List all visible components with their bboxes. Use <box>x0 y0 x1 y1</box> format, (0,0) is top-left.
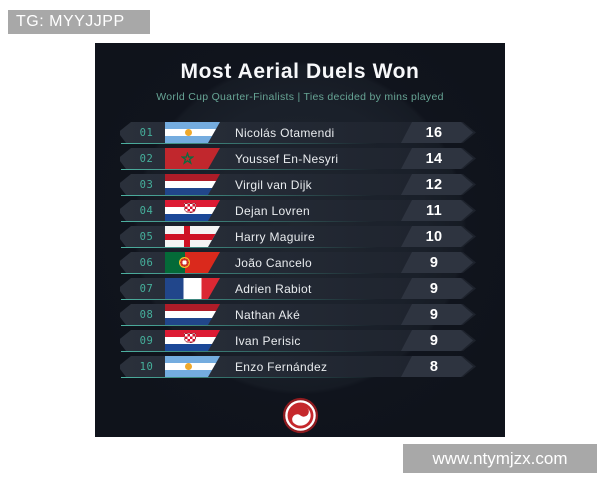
table-row: 05 Harry Maguire 10 <box>120 226 476 248</box>
rank-number: 01 <box>139 126 154 139</box>
ranking-list: 01 Nicolás Otamendi 16 02 Youssef En-Nesyr… <box>120 122 476 382</box>
duels-won-value: 9 <box>429 254 439 271</box>
netherlands-flag-icon <box>165 174 220 195</box>
player-name: Youssef En-Nesyri <box>235 151 339 166</box>
rank-number: 03 <box>139 178 154 191</box>
row-accent-underline <box>121 299 378 300</box>
value-badge: 9 <box>395 304 473 325</box>
rank-row: 07 Adrien Rabiot <box>120 278 476 299</box>
argentina-flag-icon <box>165 122 220 143</box>
player-name: Adrien Rabiot <box>235 281 312 296</box>
player-name: Nathan Aké <box>235 307 301 322</box>
value-badge: 9 <box>395 252 473 273</box>
rank-number: 10 <box>139 360 154 373</box>
row-accent-underline <box>121 325 378 326</box>
player-name: Harry Maguire <box>235 229 315 244</box>
rank-row: 04 Dejan Lovren <box>120 200 476 221</box>
red-swirl-crest-logo <box>282 397 319 434</box>
page-subtitle: World Cup Quarter-Finalists | Ties decid… <box>156 91 444 103</box>
rank-number: 04 <box>139 204 154 217</box>
table-row: 03 Virgil van Dijk 12 <box>120 174 476 196</box>
rank-row: 03 Virgil van Dijk <box>120 174 476 195</box>
duels-won-value: 12 <box>425 176 443 193</box>
rank-row: 09 Ivan Perisic <box>120 330 476 351</box>
telegram-handle-banner: TG: MYYJJPP <box>8 10 150 34</box>
player-name: Dejan Lovren <box>235 203 310 218</box>
netherlands-flag-icon <box>165 304 220 325</box>
duels-won-value: 9 <box>429 280 439 297</box>
player-name: Ivan Perisic <box>235 333 301 348</box>
portugal-flag-icon <box>165 252 220 273</box>
value-badge: 16 <box>395 122 473 143</box>
row-accent-underline <box>121 195 378 196</box>
argentina-flag-icon <box>165 356 220 377</box>
morocco-flag-icon <box>165 148 220 169</box>
rank-number: 09 <box>139 334 154 347</box>
croatia-flag-icon <box>165 200 220 221</box>
table-row: 07 Adrien Rabiot 9 <box>120 278 476 300</box>
rank-row: 02 Youssef En-Nesyri <box>120 148 476 169</box>
row-accent-underline <box>121 351 378 352</box>
duels-won-value: 11 <box>426 202 442 219</box>
table-row: 01 Nicolás Otamendi 16 <box>120 122 476 144</box>
duels-won-value: 9 <box>429 332 439 349</box>
row-accent-underline <box>121 247 378 248</box>
player-name: Enzo Fernández <box>235 359 328 374</box>
croatia-flag-icon <box>165 330 220 351</box>
rank-number: 07 <box>139 282 154 295</box>
duels-won-value: 9 <box>429 306 439 323</box>
value-badge: 14 <box>395 148 473 169</box>
stats-card: Most Aerial Duels Won World Cup Quarter-… <box>95 43 505 437</box>
table-row: 04 Dejan Lovren 11 <box>120 200 476 222</box>
duels-won-value: 10 <box>425 228 443 245</box>
duels-won-value: 16 <box>425 124 443 141</box>
row-accent-underline <box>121 221 378 222</box>
table-row: 02 Youssef En-Nesyri 14 <box>120 148 476 170</box>
duels-won-value: 8 <box>429 358 439 375</box>
rank-number: 08 <box>139 308 154 321</box>
player-name: João Cancelo <box>235 255 312 270</box>
france-flag-icon <box>165 278 220 299</box>
rank-row: 01 Nicolás Otamendi <box>120 122 476 143</box>
table-row: 06 João Cancelo 9 <box>120 252 476 274</box>
table-row: 10 Enzo Fernández 8 <box>120 356 476 378</box>
rank-row: 06 João Cancelo <box>120 252 476 273</box>
row-accent-underline <box>121 143 378 144</box>
row-accent-underline <box>121 273 378 274</box>
player-name: Virgil van Dijk <box>235 177 312 192</box>
rank-row: 05 Harry Maguire <box>120 226 476 247</box>
value-badge: 9 <box>395 330 473 351</box>
row-accent-underline <box>121 169 378 170</box>
page-title: Most Aerial Duels Won <box>180 60 420 83</box>
duels-won-value: 14 <box>425 150 443 167</box>
website-watermark: www.ntymjzx.com <box>403 444 597 473</box>
rank-row: 10 Enzo Fernández <box>120 356 476 377</box>
value-badge: 12 <box>395 174 473 195</box>
value-badge: 10 <box>395 226 473 247</box>
table-row: 09 Ivan Perisic 9 <box>120 330 476 352</box>
rank-row: 08 Nathan Aké <box>120 304 476 325</box>
value-badge: 11 <box>395 200 473 221</box>
value-badge: 8 <box>395 356 473 377</box>
rank-number: 02 <box>139 152 154 165</box>
value-badge: 9 <box>395 278 473 299</box>
england-flag-icon <box>165 226 220 247</box>
table-row: 08 Nathan Aké 9 <box>120 304 476 326</box>
rank-number: 05 <box>139 230 154 243</box>
row-accent-underline <box>121 377 378 378</box>
rank-number: 06 <box>139 256 154 269</box>
player-name: Nicolás Otamendi <box>235 125 335 140</box>
